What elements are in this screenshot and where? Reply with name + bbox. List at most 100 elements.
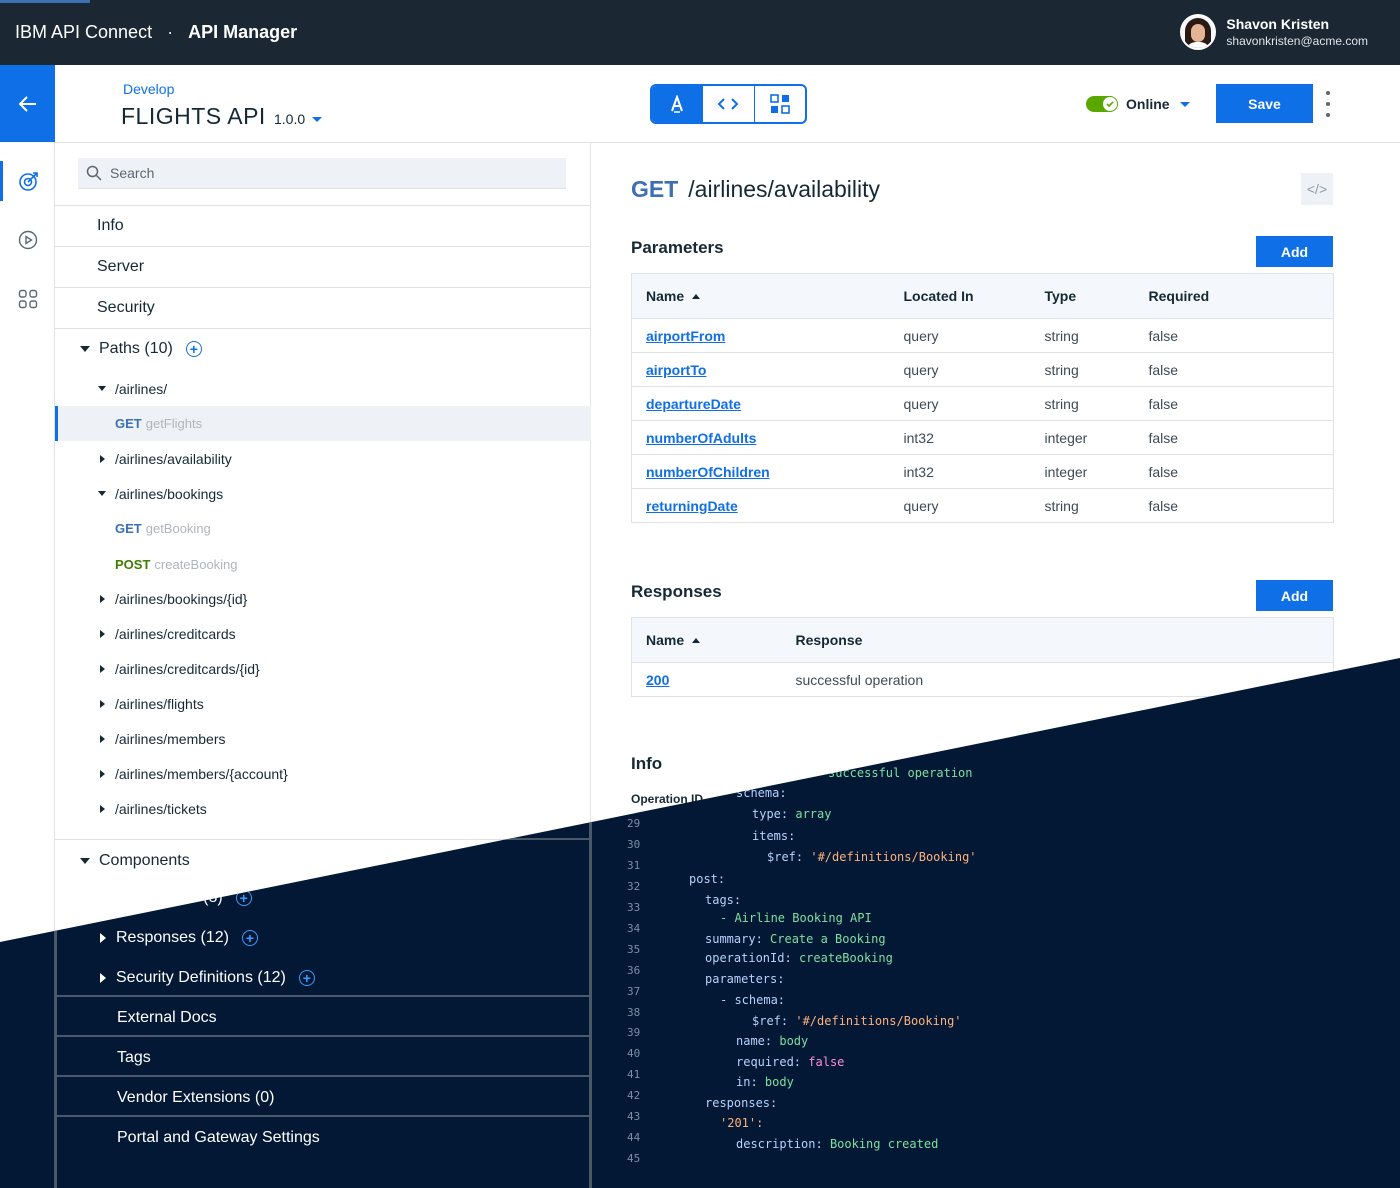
path-members[interactable]: /airlines/members xyxy=(55,721,591,756)
caret-down-icon xyxy=(80,857,90,864)
rail-apps[interactable] xyxy=(0,279,55,319)
save-button[interactable]: Save xyxy=(1216,84,1313,123)
responses-title: Responses xyxy=(631,582,722,601)
table-row: 200 successful operation xyxy=(631,662,1334,697)
operation-name: createBooking xyxy=(154,557,238,572)
parameter-link[interactable]: airportFrom xyxy=(646,327,726,344)
nav-info[interactable]: Info xyxy=(55,205,591,246)
table-header-row: Name Located In Type Required xyxy=(631,273,1334,319)
rail-test[interactable] xyxy=(0,220,55,260)
breadcrumb[interactable]: Develop xyxy=(123,81,175,97)
version-dropdown[interactable]: 1.0.0 xyxy=(274,111,323,127)
nav-vendor-extensions[interactable]: Vendor Extensions (0) xyxy=(55,1086,590,1110)
parameter-link[interactable]: numberOfAdults xyxy=(646,429,757,446)
path-creditcards[interactable]: /airlines/creditcards xyxy=(55,616,591,651)
view-switcher[interactable] xyxy=(650,84,807,124)
search-box[interactable] xyxy=(78,158,566,189)
nav-security[interactable]: Security xyxy=(55,287,591,328)
add-parameter-button[interactable]: Add xyxy=(1256,236,1333,267)
nav-external-docs[interactable]: External Docs xyxy=(55,1006,590,1030)
caret-down-icon xyxy=(98,491,106,496)
target-icon xyxy=(19,172,38,191)
path-label: /airlines/bookings/{id} xyxy=(115,590,248,607)
assemble-view-tab[interactable] xyxy=(755,86,805,122)
path-label: /airlines/members/{account} xyxy=(115,765,288,782)
add-security-definition-icon[interactable]: + xyxy=(298,970,315,986)
source-view-tab[interactable] xyxy=(703,86,755,122)
sort-ascending-icon xyxy=(692,294,701,299)
design-view-tab[interactable] xyxy=(652,86,704,122)
operation-editor: GET/airlines/availability </> Parameters… xyxy=(591,143,1400,1188)
path-tickets[interactable]: /airlines/tickets xyxy=(55,791,591,826)
parameter-link[interactable]: departureDate xyxy=(646,395,741,412)
path-bookings-id[interactable]: /airlines/bookings/{id} xyxy=(55,581,591,616)
op-get-flights[interactable]: GET getFlights xyxy=(55,406,591,441)
path-members-account[interactable]: /airlines/members/{account} xyxy=(55,756,591,791)
nav-components[interactable]: Components xyxy=(55,839,591,881)
version-label: 1.0.0 xyxy=(274,111,306,127)
search-input[interactable] xyxy=(110,165,550,181)
column-header-name[interactable]: Name xyxy=(631,617,782,663)
path-flights[interactable]: /airlines/flights xyxy=(55,686,591,721)
caret-right-icon xyxy=(100,629,105,638)
assemble-icon xyxy=(770,94,790,114)
divider xyxy=(55,995,590,997)
operation-name: getBooking xyxy=(145,521,211,536)
path-airlines-bookings[interactable]: /airlines/bookings xyxy=(55,476,591,511)
nav-label: External Docs xyxy=(117,1009,217,1026)
brand-separator: · xyxy=(167,22,174,42)
path-airlines[interactable]: /airlines/ xyxy=(55,371,591,406)
table-row: airportFrom query string false xyxy=(631,318,1334,353)
parameter-link[interactable]: airportTo xyxy=(646,361,707,378)
caret-right-icon xyxy=(100,973,106,983)
overflow-menu-icon[interactable] xyxy=(1323,91,1333,117)
add-response-button[interactable]: Add xyxy=(1256,580,1333,611)
path-airlines-availability[interactable]: /airlines/availability xyxy=(55,441,591,476)
nav-label: Responses (12) xyxy=(116,929,229,946)
rail-develop[interactable] xyxy=(0,161,55,201)
path-creditcards-id[interactable]: /airlines/creditcards/{id} xyxy=(55,651,591,686)
brand-name: IBM API Connect xyxy=(15,22,153,42)
api-header: Develop FLIGHTS API 1.0.0 Online Save xyxy=(55,65,1400,143)
column-header-required[interactable]: Required xyxy=(1134,273,1334,319)
parameters-table: Name Located In Type Required airportFro… xyxy=(631,273,1334,523)
sort-ascending-icon xyxy=(692,638,701,643)
add-path-icon[interactable]: + xyxy=(185,341,202,357)
response-link[interactable]: 200 xyxy=(646,671,670,688)
nav-label: Portal and Gateway Settings xyxy=(117,1129,320,1146)
brand[interactable]: IBM API Connect · API Manager xyxy=(15,22,297,43)
nav-security-definitions[interactable]: Security Definitions (12) + xyxy=(55,966,590,990)
caret-right-icon xyxy=(100,734,105,743)
table-row: numberOfChildren int32 integer false xyxy=(631,454,1334,489)
avatar[interactable] xyxy=(1180,14,1217,50)
add-response-icon[interactable]: + xyxy=(241,930,258,946)
op-get-booking[interactable]: GET getBooking xyxy=(55,511,591,546)
nav-tags[interactable]: Tags xyxy=(55,1046,590,1070)
path-label: /airlines/creditcards xyxy=(115,625,236,642)
online-label: Online xyxy=(1126,96,1170,112)
column-header-type[interactable]: Type xyxy=(1030,273,1135,319)
column-header-response[interactable]: Response xyxy=(781,617,1334,663)
column-header-located-in[interactable]: Located In xyxy=(889,273,1031,319)
code-view-icon[interactable]: </> xyxy=(1301,173,1333,205)
user-menu[interactable]: Shavon Kristen shavonkristen@acme.com xyxy=(1180,14,1368,50)
nav-portal-gateway-settings[interactable]: Portal and Gateway Settings xyxy=(55,1126,590,1150)
toggle-switch[interactable] xyxy=(1086,96,1118,112)
nav-server[interactable]: Server xyxy=(55,246,591,287)
caret-down-icon xyxy=(80,346,90,352)
op-post-booking[interactable]: POST createBooking xyxy=(55,547,591,582)
path-label: /airlines/bookings xyxy=(115,485,224,502)
nav-components-label: Components xyxy=(99,851,190,869)
back-button[interactable] xyxy=(0,65,55,142)
nav-paths[interactable]: Paths (10) + xyxy=(55,328,591,369)
operation-path: /airlines/availability xyxy=(688,176,881,202)
column-header-name[interactable]: Name xyxy=(631,273,890,319)
caret-right-icon xyxy=(100,454,105,463)
online-status-toggle[interactable]: Online xyxy=(1086,96,1190,112)
parameter-link[interactable]: numberOfChildren xyxy=(646,463,770,480)
caret-right-icon xyxy=(100,594,105,603)
nav-responses[interactable]: Responses (12) + xyxy=(55,926,590,950)
top-bar: IBM API Connect · API Manager Shavon Kri… xyxy=(0,0,1400,65)
parameter-link[interactable]: returningDate xyxy=(646,497,738,514)
divider xyxy=(55,1075,590,1077)
